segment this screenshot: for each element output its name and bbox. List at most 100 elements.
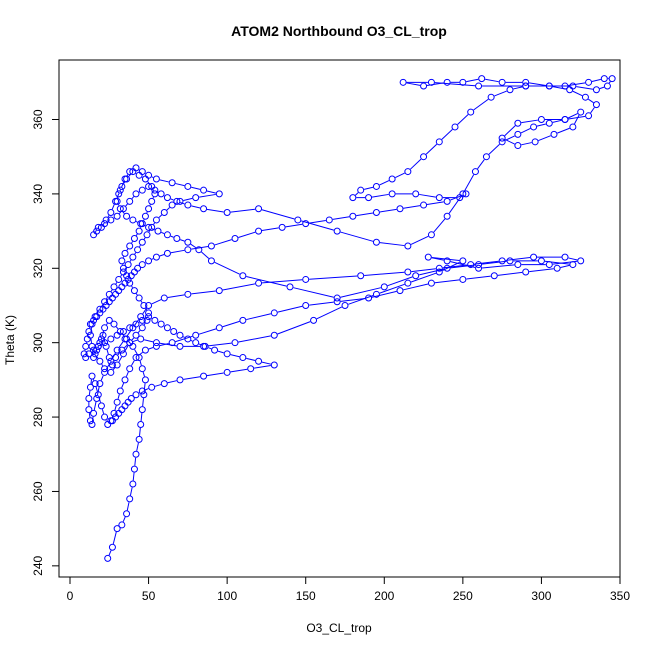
data-point	[138, 365, 146, 373]
series-line-segment	[159, 254, 165, 257]
series-line-segment	[117, 394, 120, 399]
data-point	[215, 324, 223, 332]
series-line-segment	[170, 249, 185, 254]
data-point	[459, 257, 467, 265]
data-point	[498, 134, 506, 142]
series-line-segment	[332, 216, 350, 220]
series-line-segment	[131, 196, 135, 199]
data-point	[145, 205, 153, 213]
series-line-segment	[101, 409, 105, 414]
data-point	[113, 346, 121, 354]
data-point	[123, 212, 131, 220]
data-point	[207, 242, 215, 250]
data-point	[545, 261, 553, 269]
series-line-segment	[285, 223, 303, 228]
series-line-segment	[183, 197, 193, 202]
series-line-segment	[159, 342, 169, 347]
data-point	[184, 290, 192, 298]
series-line-segment	[568, 82, 586, 86]
series-line-segment	[513, 86, 523, 90]
series-line-segment	[134, 349, 138, 355]
data-point	[90, 231, 98, 239]
data-point	[148, 383, 156, 391]
data-point	[184, 335, 192, 343]
data-point	[506, 86, 514, 94]
data-point	[101, 365, 109, 373]
series-line-segment	[301, 220, 334, 231]
series-line-segment	[590, 107, 595, 114]
data-point	[435, 268, 443, 276]
data-point	[255, 227, 263, 235]
data-point	[132, 354, 140, 362]
series-line-segment	[131, 285, 133, 288]
data-point	[145, 309, 153, 317]
series-line-segment	[261, 361, 271, 365]
series-line-segment	[379, 283, 405, 294]
series-line-segment	[419, 193, 436, 198]
data-point	[129, 216, 137, 224]
data-point	[80, 350, 88, 358]
series-line-segment	[504, 125, 516, 137]
series-line-segment	[191, 186, 201, 190]
data-point	[126, 242, 134, 250]
data-point	[110, 283, 118, 291]
x-tick-label: 350	[610, 589, 630, 603]
data-point	[101, 368, 109, 376]
series-line-segment	[112, 531, 117, 544]
x-axis-label: O3_CL_trop	[306, 621, 372, 635]
data-point	[163, 231, 171, 239]
data-point	[443, 257, 451, 265]
data-point	[143, 231, 151, 239]
series-line-segment	[134, 252, 137, 255]
data-point	[459, 78, 467, 86]
data-point	[553, 264, 561, 272]
series-line-segment	[112, 367, 116, 371]
series-line-segment	[95, 386, 98, 392]
data-point	[152, 339, 160, 347]
data-point	[592, 101, 600, 109]
data-point	[561, 253, 569, 261]
data-point	[90, 409, 98, 417]
series-line-segment	[441, 128, 453, 140]
series-line-segment	[316, 306, 343, 320]
series-line-segment	[135, 233, 138, 236]
series-line-segment	[494, 90, 507, 97]
data-point	[145, 301, 153, 309]
series-line-segment	[191, 290, 216, 295]
data-point	[129, 253, 137, 261]
data-point	[143, 316, 151, 324]
series-line-segment	[214, 239, 232, 246]
data-point	[396, 205, 404, 213]
series-line-segment	[567, 113, 578, 119]
data-point	[132, 450, 140, 458]
data-point	[141, 376, 149, 384]
data-point	[184, 238, 192, 246]
data-point	[498, 138, 506, 146]
series-line-segment	[144, 339, 154, 343]
data-point	[132, 331, 140, 339]
data-point	[108, 417, 116, 425]
data-point	[145, 223, 153, 231]
data-point	[121, 376, 129, 384]
data-point	[585, 112, 593, 120]
data-point	[145, 257, 153, 265]
data-point	[151, 186, 159, 194]
data-point	[420, 201, 428, 209]
series-line-segment	[167, 294, 185, 298]
data-point	[132, 391, 140, 399]
series-line-segment	[482, 264, 515, 269]
data-point	[83, 335, 91, 343]
series-line-segment	[379, 180, 390, 186]
data-point	[152, 216, 160, 224]
data-point	[341, 301, 349, 309]
series-line-segment	[137, 330, 141, 333]
data-point	[545, 82, 553, 90]
data-point	[207, 257, 215, 265]
data-point	[126, 339, 134, 347]
data-point	[160, 294, 168, 302]
series-line-segment	[371, 193, 389, 198]
data-point	[372, 290, 380, 298]
data-point	[294, 216, 302, 224]
series-line-segment	[246, 313, 271, 321]
